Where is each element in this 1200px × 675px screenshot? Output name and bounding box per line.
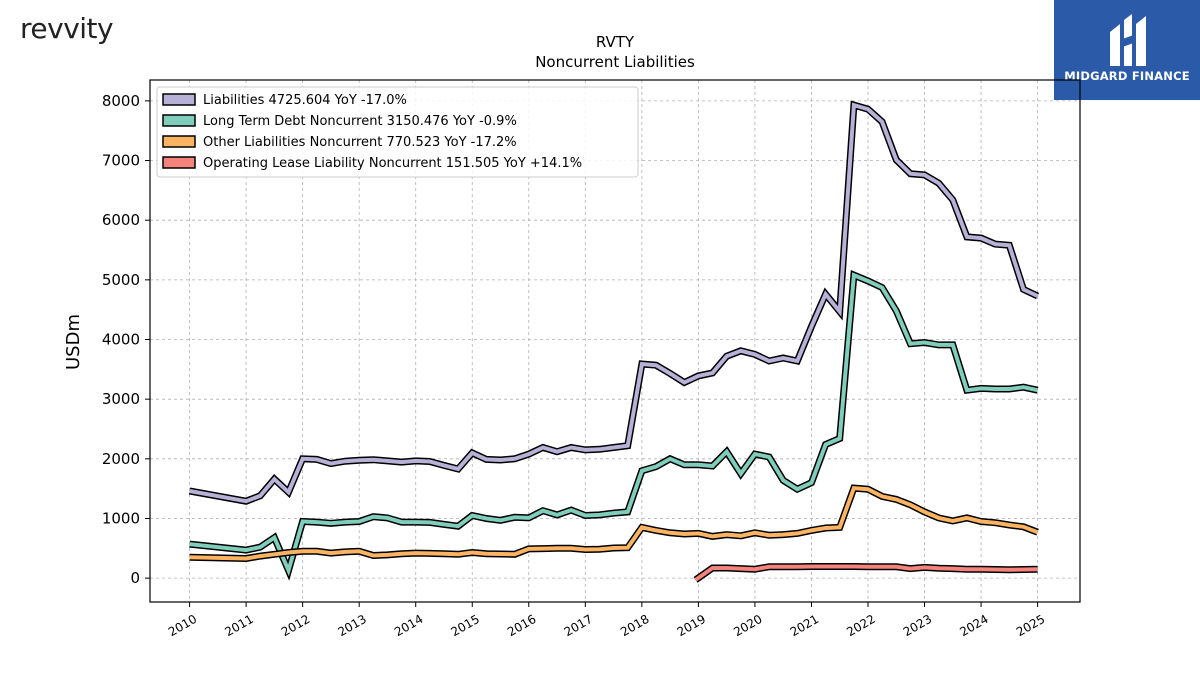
- midgard-finance-logo: MIDGARD FINANCE: [1054, 0, 1200, 100]
- x-axis: 2010 2011 2012 2013 2014 2015 2016 2017 2018 2019…: [166, 602, 1047, 639]
- series-line-3: [694, 564, 1038, 582]
- x-tick-label: 2025: [1014, 612, 1047, 639]
- revvity-logo: revvity: [20, 12, 114, 45]
- x-tick-label: 2017: [562, 612, 595, 639]
- x-tick-label: 2020: [731, 612, 764, 639]
- legend-swatch-1: [162, 114, 196, 127]
- x-tick-label: 2013: [335, 612, 368, 639]
- x-tick-label: 2010: [166, 612, 199, 639]
- legend-swatch-2: [162, 135, 196, 148]
- y-tick-label: 0: [130, 569, 140, 587]
- midgard-finance-mark-icon: [1110, 14, 1146, 66]
- legend: Liabilities 4725.604 YoY -17.0% Long Term…: [156, 86, 639, 178]
- plot-frame: [149, 79, 1081, 603]
- y-tick-label: 3000: [102, 390, 140, 408]
- chart-title: RVTY: [596, 33, 635, 51]
- x-tick-label: 2014: [392, 612, 425, 639]
- legend-box: [156, 86, 639, 178]
- y-tick-label: 5000: [102, 271, 140, 289]
- legend-swatch-3: [162, 156, 196, 169]
- x-tick-label: 2018: [618, 612, 651, 639]
- y-tick-label: 2000: [102, 450, 140, 468]
- y-axis: 0 1000 2000 3000 4000 5000 6000 7000 8000: [102, 92, 150, 587]
- y-axis-label: USDm: [63, 314, 84, 370]
- x-tick-label: 2011: [222, 612, 255, 639]
- legend-label-3: Operating Lease Liability Noncurrent 151…: [203, 156, 582, 171]
- x-tick-label: 2022: [844, 612, 877, 639]
- revvity-logo-text: revvity: [20, 12, 114, 45]
- legend-label-2: Other Liabilities Noncurrent 770.523 YoY…: [203, 135, 517, 150]
- x-tick-label: 2023: [901, 612, 934, 639]
- series-line-2: [189, 485, 1039, 561]
- chart-subtitle: Noncurrent Liabilities: [535, 53, 695, 71]
- y-tick-label: 8000: [102, 92, 140, 110]
- x-tick-label: 2015: [449, 612, 482, 639]
- series-layer: [188, 100, 1040, 583]
- legend-label-1: Long Term Debt Noncurrent 3150.476 YoY -…: [203, 114, 517, 129]
- series-line-outline-1: [189, 270, 1039, 581]
- y-tick-label: 7000: [102, 152, 140, 170]
- x-tick-label: 2012: [279, 612, 312, 639]
- series-line-0: [189, 102, 1039, 504]
- x-tick-label: 2019: [675, 612, 708, 639]
- y-tick-label: 6000: [102, 211, 140, 229]
- y-tick-label: 4000: [102, 331, 140, 349]
- x-tick-label: 2016: [505, 612, 538, 639]
- series-line-1: [189, 272, 1039, 577]
- legend-label-0: Liabilities 4725.604 YoY -17.0%: [203, 93, 407, 108]
- x-tick-label: 2021: [788, 612, 821, 639]
- legend-swatch-0: [162, 93, 196, 106]
- midgard-finance-name: MIDGARD FINANCE: [1064, 69, 1190, 83]
- x-tick-label: 2024: [957, 612, 990, 639]
- y-tick-label: 1000: [102, 509, 140, 527]
